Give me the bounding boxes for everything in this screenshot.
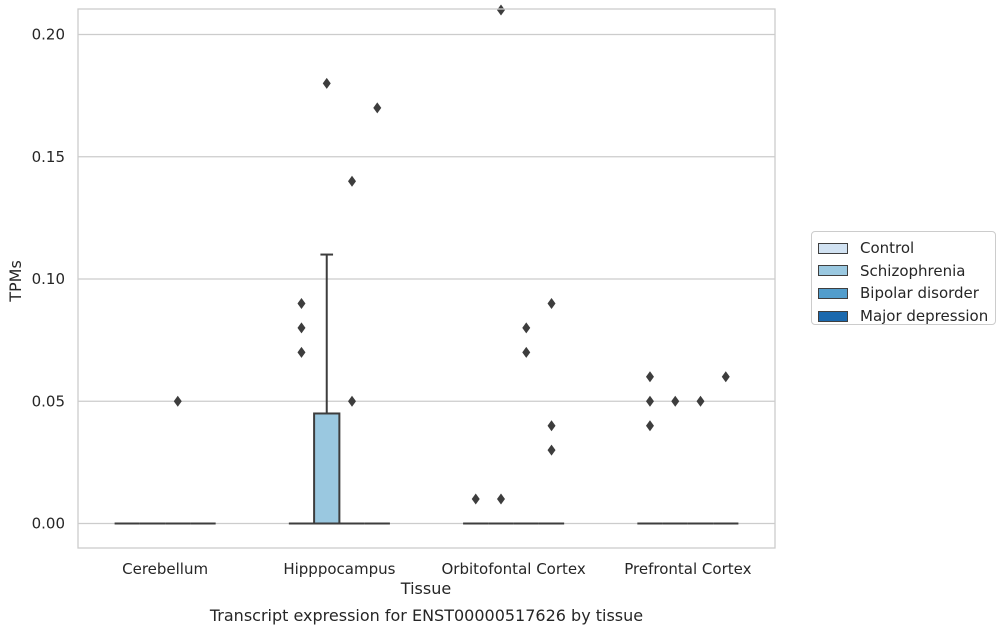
outlier-point: [348, 175, 357, 187]
outlier-point: [645, 395, 654, 407]
x-tick-label: Orbitofontal Cortex: [442, 560, 586, 578]
outlier-point: [322, 77, 331, 89]
legend-swatch-schizophrenia: [818, 265, 848, 277]
outlier-point: [496, 493, 505, 505]
y-tick-label: 0.05: [32, 392, 65, 410]
outlier-point: [547, 444, 556, 456]
x-axis-label: Tissue: [400, 579, 451, 598]
y-tick-labels: 0.00 0.05 0.10 0.15 0.20: [32, 26, 65, 533]
outlier-point: [173, 395, 182, 407]
outlier-point: [297, 346, 306, 358]
y-tick-label: 0.00: [32, 515, 65, 533]
outlier-point: [645, 371, 654, 383]
legend-label-bipolar-disorder: Bipolar disorder: [860, 284, 979, 303]
chart-caption: Transcript expression for ENST0000051762…: [209, 606, 644, 625]
box-body: [313, 412, 341, 525]
x-tick-label: Hipppocampus: [283, 560, 395, 578]
y-axis-label: TPMs: [6, 260, 25, 303]
x-tick-labels: Cerebellum Hipppocampus Orbitofontal Corte…: [122, 560, 751, 578]
legend-item-bipolar-disorder: Bipolar disorder: [818, 282, 995, 305]
outlier-layer: [173, 4, 730, 505]
legend-swatch-control: [818, 242, 848, 254]
outlier-point: [522, 346, 531, 358]
legend-label-major-depression: Major depression: [860, 307, 989, 326]
legend-item-control: Control: [818, 237, 995, 260]
outlier-point: [297, 322, 306, 334]
y-tick-label: 0.20: [32, 26, 65, 44]
box-layer: [114, 253, 739, 525]
x-tick-label: Cerebellum: [122, 560, 208, 578]
gridlines: [78, 33, 775, 525]
outlier-point: [348, 395, 357, 407]
box-hipppocampus-schizophrenia: [313, 253, 341, 525]
outlier-point: [547, 297, 556, 309]
outlier-point: [496, 4, 505, 16]
outlier-point: [522, 322, 531, 334]
y-tick-label: 0.10: [32, 270, 65, 288]
y-tick-label: 0.15: [32, 148, 65, 166]
legend: Control Schizophrenia Bipolar disorder M…: [811, 231, 996, 325]
outlier-point: [671, 395, 680, 407]
plot-area-frame: [77, 8, 776, 549]
outlier-point: [721, 371, 730, 383]
legend-label-schizophrenia: Schizophrenia: [860, 261, 966, 280]
legend-item-schizophrenia: Schizophrenia: [818, 260, 995, 283]
outlier-point: [471, 493, 480, 505]
legend-swatch-major-depression: [818, 310, 848, 322]
outlier-point: [373, 102, 382, 114]
outlier-point: [547, 420, 556, 432]
legend-label-control: Control: [860, 239, 915, 258]
outlier-point: [297, 297, 306, 309]
legend-swatch-bipolar-disorder: [818, 287, 848, 299]
outlier-point: [645, 420, 654, 432]
x-tick-label: Prefrontal Cortex: [624, 560, 751, 578]
legend-item-major-depression: Major depression: [818, 305, 995, 328]
outlier-point: [696, 395, 705, 407]
